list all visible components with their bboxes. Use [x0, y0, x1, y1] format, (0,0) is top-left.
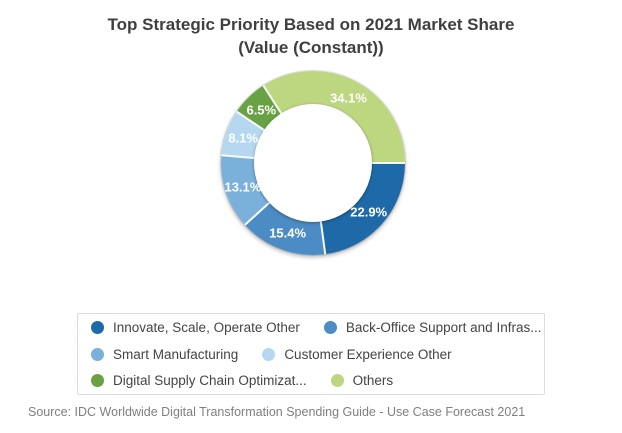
legend-swatch-icon	[91, 320, 104, 334]
slice-percent-label: 13.1%	[224, 179, 262, 195]
legend-item-label: Digital Supply Chain Optimizat...	[113, 373, 307, 389]
legend-item[interactable]: Digital Supply Chain Optimizat...	[91, 373, 307, 388]
chart-title: Top Strategic Priority Based on 2021 Mar…	[0, 14, 622, 60]
slice-percent-label: 34.1%	[330, 90, 367, 106]
legend-item[interactable]: Innovate, Scale, Operate Other	[91, 320, 300, 335]
chart-title-line1: Top Strategic Priority Based on 2021 Mar…	[107, 15, 515, 34]
legend-item-label: Customer Experience Other	[284, 346, 452, 362]
legend-item-label: Innovate, Scale, Operate Other	[113, 319, 300, 335]
legend-item[interactable]: Back-Office Support and Infras...	[323, 319, 542, 335]
legend-item-label: Smart Manufacturing	[113, 346, 239, 362]
legend-row: Digital Supply Chain Optimizat... Others	[91, 367, 531, 394]
slice-percent-label: 6.5%	[246, 102, 277, 118]
legend-item[interactable]: Customer Experience Other	[262, 346, 452, 362]
legend-item[interactable]: Others	[330, 373, 394, 389]
chart-legend: Innovate, Scale, Operate Other Back-Offic…	[77, 313, 545, 395]
legend-swatch-icon	[262, 347, 276, 361]
legend-item[interactable]: Smart Manufacturing	[91, 347, 238, 362]
source-note: Source: IDC Worldwide Digital Transforma…	[28, 405, 526, 419]
legend-item-label: Back-Office Support and Infras...	[345, 319, 542, 335]
slice-percent-label: 15.4%	[269, 225, 307, 240]
legend-swatch-icon	[91, 347, 104, 361]
donut-chart: 22.9% 15.4% 13.1% 8.1% 6.5% 34.1%	[221, 71, 405, 255]
legend-swatch-icon	[330, 374, 344, 388]
donut-hole	[254, 104, 372, 222]
legend-row: Innovate, Scale, Operate Other Back-Offic…	[91, 314, 541, 341]
slice-percent-label: 8.1%	[228, 130, 259, 146]
legend-row: Smart Manufacturing Customer Experience O…	[91, 341, 531, 368]
slice-percent-label: 22.9%	[350, 204, 388, 220]
legend-item-label: Others	[352, 373, 394, 389]
legend-swatch-icon	[323, 320, 337, 334]
legend-swatch-icon	[91, 374, 104, 388]
chart-title-line2: (Value (Constant))	[238, 37, 384, 57]
